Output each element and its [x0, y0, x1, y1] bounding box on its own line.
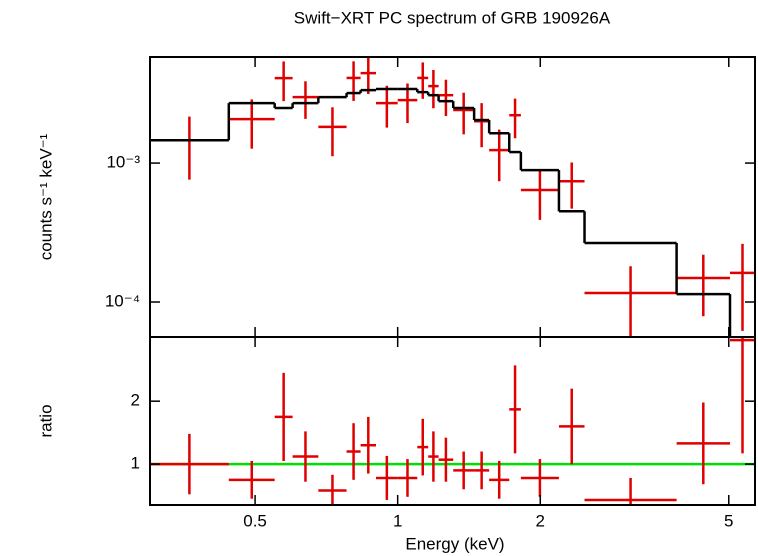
x-tick-label: 2	[536, 511, 545, 530]
y-tick-label: 10⁻³	[106, 153, 140, 172]
x-tick-label: 5	[724, 511, 733, 530]
chart-title: Swift−XRT PC spectrum of GRB 190926A	[294, 8, 611, 27]
y-tick-label: 1	[131, 454, 140, 473]
x-tick-label: 0.5	[243, 511, 267, 530]
plot-area	[150, 337, 755, 505]
axes-frame	[149, 56, 756, 338]
plot-area	[150, 57, 755, 337]
axes-frame	[149, 336, 756, 506]
y-axis-label: counts s⁻¹ keV⁻¹	[36, 133, 55, 260]
x-tick-label: 1	[393, 511, 402, 530]
y-tick-label: 2	[131, 391, 140, 410]
y-axis-label: ratio	[36, 404, 55, 437]
y-tick-label: 10⁻⁴	[105, 291, 140, 310]
x-axis-label: Energy (keV)	[405, 534, 504, 553]
